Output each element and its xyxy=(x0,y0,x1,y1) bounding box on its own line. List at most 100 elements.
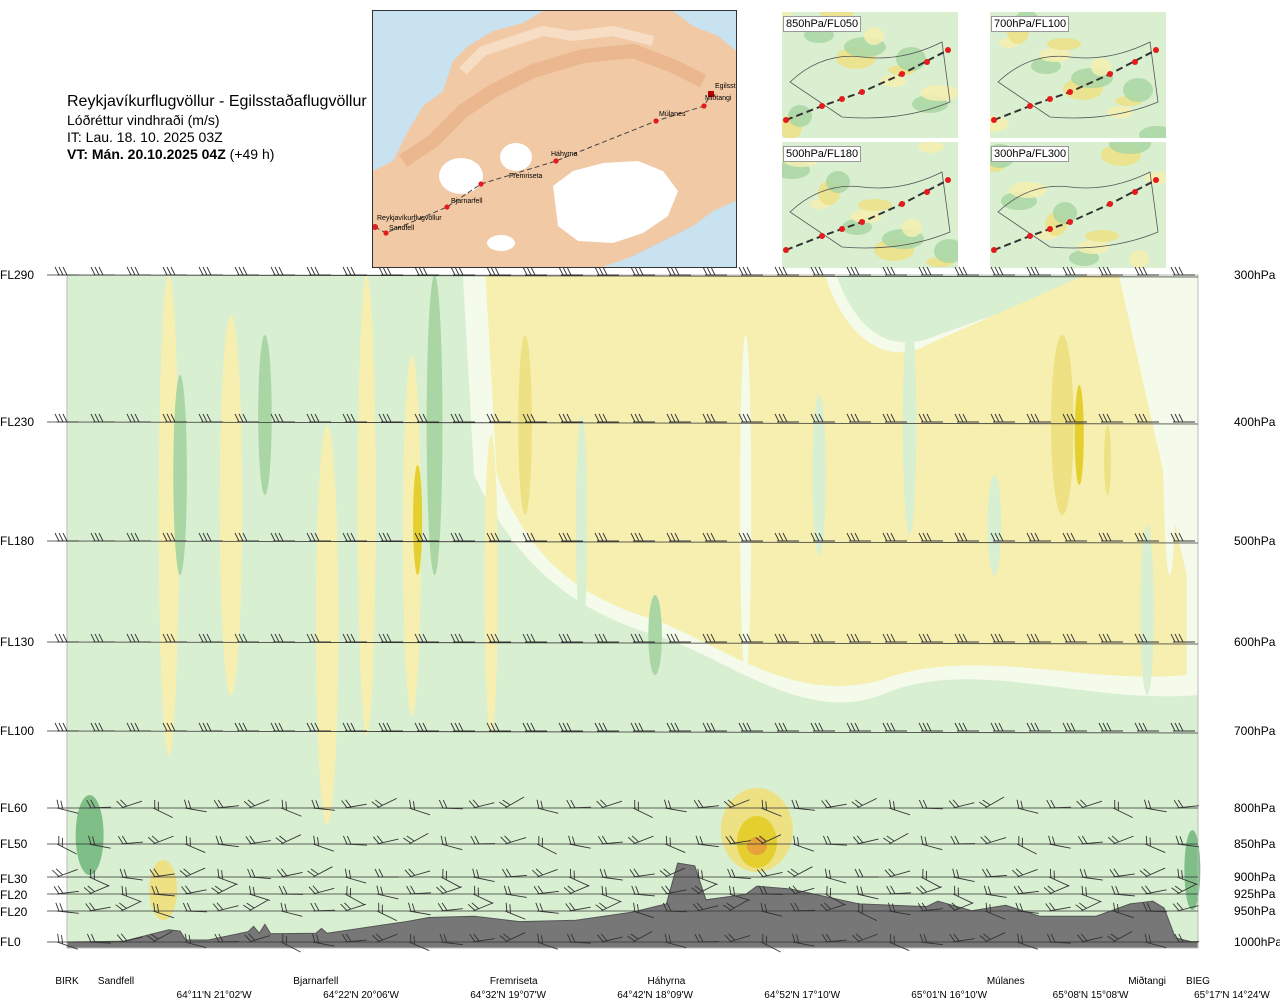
wind-barb-shaft xyxy=(568,843,591,849)
wind-barb-feather xyxy=(787,870,796,877)
wind-barb xyxy=(280,933,301,953)
wind-barb xyxy=(887,902,911,916)
wind-barb-shaft xyxy=(824,893,845,906)
wind-barb xyxy=(696,868,718,885)
station-label: BIRK xyxy=(55,976,79,987)
wind-barb-feather xyxy=(1170,633,1176,643)
wind-barb xyxy=(270,633,295,643)
wind-barb xyxy=(182,902,208,913)
wind-barb xyxy=(152,799,173,819)
mini-map-route-point xyxy=(1047,226,1053,232)
coordinate-label: 64°11'N 21°02'W xyxy=(176,990,252,1001)
wind-barb xyxy=(56,799,79,814)
wind-barb xyxy=(627,835,654,845)
wind-barb-feather xyxy=(994,532,1000,542)
wind-barb-feather xyxy=(314,633,320,643)
map-label-midtangi: Miðtangi xyxy=(705,94,732,102)
wind-barb xyxy=(1045,902,1071,912)
wind-barb-feather xyxy=(404,869,412,877)
glacier-vatnajokull xyxy=(553,161,678,243)
wind-barb-shaft xyxy=(600,900,621,912)
wind-barb-feather xyxy=(890,413,896,423)
wind-barb xyxy=(342,266,367,276)
pressure-level-label: 300hPa xyxy=(1234,268,1276,282)
wind-barb-feather xyxy=(893,935,895,945)
wind-barb-feather xyxy=(1083,869,1088,878)
wind-barb-feather xyxy=(674,633,680,643)
wind-barb-feather xyxy=(994,722,1000,732)
wind-barb-feather xyxy=(926,532,932,542)
wind-barb-feather xyxy=(530,633,536,643)
wind-barb-feather xyxy=(1107,935,1116,942)
wind-barb xyxy=(450,266,475,276)
wind-barb-feather xyxy=(1174,633,1180,643)
wind-barb-feather xyxy=(570,799,576,809)
wind-barb-feather xyxy=(1020,800,1024,810)
wind-barb-feather xyxy=(854,266,860,276)
wind-barb xyxy=(450,413,475,423)
coordinate-label: 65°17'N 14°24'W xyxy=(1194,990,1270,1001)
wind-barb-shaft xyxy=(1080,936,1103,943)
wind-barb-feather xyxy=(505,902,508,912)
mini-map-route-point xyxy=(819,103,825,109)
wind-barb-feather xyxy=(186,902,192,912)
wind-barb-feather xyxy=(829,887,832,897)
wind-barb-feather xyxy=(310,633,316,643)
wind-barb-feather xyxy=(1051,933,1056,943)
pressure-level-label: 500hPa xyxy=(1234,534,1276,548)
wind-barb-feather xyxy=(54,532,60,542)
wind-barb-feather xyxy=(62,633,68,643)
wind-barb-shaft xyxy=(312,887,335,895)
wind-barb-shaft xyxy=(1144,867,1166,878)
wind-barb-feather xyxy=(758,885,764,895)
wind-barb-shaft xyxy=(440,941,463,946)
wind-barb-feather xyxy=(668,934,672,944)
wind-barb-shaft xyxy=(472,876,495,883)
wind-barb xyxy=(183,799,207,813)
wind-barb-feather xyxy=(599,868,604,878)
map-point-bjarnarfell xyxy=(444,204,450,210)
wind-barb-feather xyxy=(486,266,492,276)
wind-barb-feather xyxy=(458,532,464,542)
wind-barb xyxy=(725,835,751,845)
wind-barb xyxy=(979,796,1005,809)
wind-barb-shaft xyxy=(472,893,494,904)
wind-barb-feather xyxy=(442,868,444,878)
wind-barb-feather xyxy=(823,835,828,845)
wind-barb-feather xyxy=(219,836,224,845)
level-map-700: 700hPa/FL100 xyxy=(990,12,1166,138)
wind-barb-feather xyxy=(409,933,412,943)
wind-barb xyxy=(760,799,782,817)
wind-barb xyxy=(312,835,334,852)
level-map-300-label: 300hPa/FL300 xyxy=(991,146,1070,162)
wind-barb-feather xyxy=(602,633,608,643)
wind-barb-feather xyxy=(595,904,604,911)
wind-barb xyxy=(52,868,78,878)
wind-barb xyxy=(1047,933,1071,944)
wind-barb-feather xyxy=(795,800,800,809)
wind-barb-feather xyxy=(998,413,1004,423)
mini-map-field xyxy=(1031,58,1061,74)
wind-barb xyxy=(371,933,398,943)
field-streak xyxy=(648,595,662,675)
wind-barb-feather xyxy=(526,633,532,643)
wind-barb xyxy=(234,722,259,732)
wind-barb-feather xyxy=(1079,868,1084,878)
wind-barb-feather xyxy=(1048,835,1052,845)
wind-barb-feather xyxy=(922,799,928,809)
wind-barb-feather xyxy=(1148,934,1152,944)
wind-barb xyxy=(450,722,475,732)
wind-barb xyxy=(88,835,111,849)
wind-barb-feather xyxy=(234,532,240,542)
wind-barb xyxy=(198,532,223,542)
wind-barb-feather xyxy=(62,722,68,732)
wind-barb-feather xyxy=(691,887,700,894)
wind-barb-feather xyxy=(674,722,680,732)
wind-barb xyxy=(522,633,547,643)
wind-barb-feather xyxy=(206,722,212,732)
wind-barb xyxy=(115,900,141,912)
wind-barb-feather xyxy=(198,633,204,643)
wind-barb-shaft xyxy=(152,930,173,943)
wind-barb-feather xyxy=(631,835,639,843)
wind-barb-feather xyxy=(147,836,156,844)
